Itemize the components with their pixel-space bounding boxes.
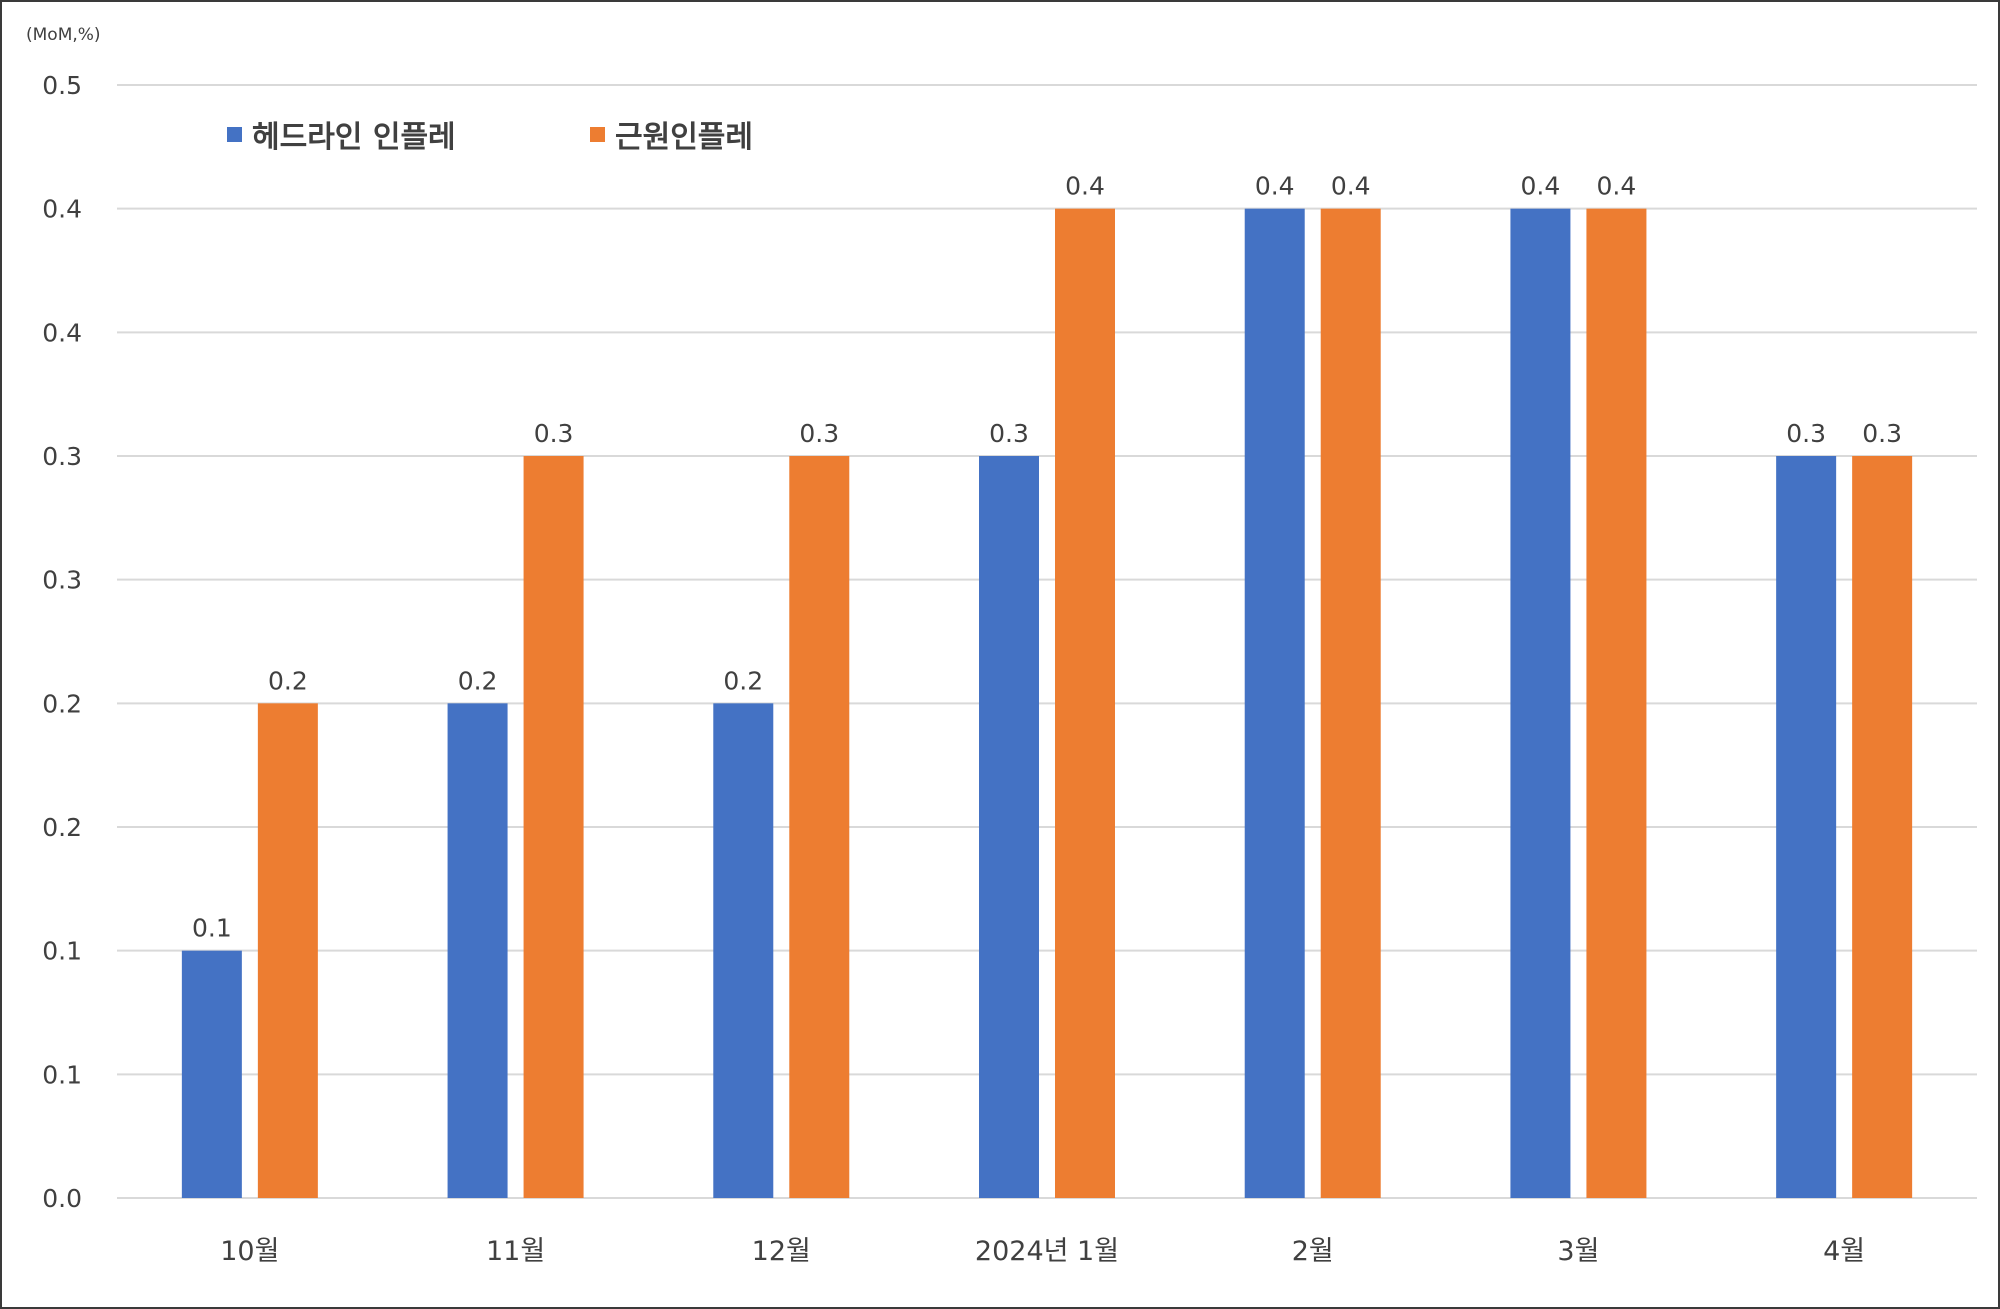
category-label: 10월 [220, 1236, 279, 1267]
bar-headline [1244, 208, 1305, 1198]
y-tick-label: 0.3 [42, 566, 82, 595]
legend-label-core: 근원인플레 [615, 120, 753, 155]
data-label: 0.4 [1255, 172, 1295, 201]
unit-label: (MoM,%) [26, 25, 101, 45]
bar-core [1586, 208, 1647, 1198]
data-label: 0.3 [534, 419, 574, 448]
y-tick-label: 0.4 [42, 195, 82, 224]
data-label: 0.3 [989, 419, 1029, 448]
legend-swatch-core [590, 127, 605, 142]
bar-headline [979, 456, 1039, 1198]
data-label: 0.1 [192, 914, 232, 943]
data-label: 0.2 [458, 666, 498, 695]
y-tick-label: 0.2 [42, 813, 82, 842]
data-label: 0.3 [1786, 419, 1826, 448]
bar-core [1320, 208, 1381, 1198]
y-tick-label: 0.5 [42, 71, 82, 100]
bar-headline [1510, 208, 1571, 1198]
bar-headline [713, 703, 774, 1198]
legend-item-core: 근원인플레 [590, 120, 753, 155]
legend-swatch-headline [227, 127, 242, 142]
data-labels: 0.1 0.2 0.2 0.3 0.2 0.3 0.3 0.4 0.4 0.4 0.4 0.4 0.3 0… [192, 172, 1902, 943]
data-label: 0.2 [268, 666, 308, 695]
data-label: 0.4 [1331, 172, 1371, 201]
category-label: 3월 [1557, 1236, 1599, 1267]
bar-core [789, 456, 850, 1198]
data-label: 0.3 [799, 419, 839, 448]
category-label: 2024년 1월 [975, 1236, 1119, 1267]
bars [181, 208, 1913, 1198]
bar-headline [181, 950, 242, 1198]
data-label: 0.4 [1521, 172, 1561, 201]
data-label: 0.4 [1065, 172, 1105, 201]
x-axis-categories: 10월 11월 12월 2024년 1월 2월 3월 4월 [220, 1236, 1865, 1267]
y-tick-label: 0.3 [42, 442, 82, 471]
bar-core [257, 703, 318, 1198]
bar-core [523, 456, 584, 1198]
y-tick-label: 0.1 [42, 1060, 82, 1089]
gridlines [117, 84, 1977, 1199]
y-tick-label: 0.1 [42, 937, 82, 966]
category-label: 2월 [1292, 1236, 1334, 1267]
legend-item-headline: 헤드라인 인플레 [227, 120, 456, 155]
category-label: 11월 [486, 1236, 545, 1267]
category-label: 4월 [1823, 1236, 1865, 1267]
data-label: 0.4 [1597, 172, 1637, 201]
category-label: 12월 [752, 1236, 811, 1267]
legend: 헤드라인 인플레 근원인플레 [227, 120, 753, 155]
data-label: 0.2 [723, 666, 763, 695]
y-tick-label: 0.2 [42, 689, 82, 718]
bar-core [1055, 208, 1115, 1198]
y-tick-label: 0.4 [42, 318, 82, 347]
bar-headline [447, 703, 508, 1198]
bar-headline [1776, 456, 1837, 1198]
bar-core [1852, 456, 1913, 1198]
y-axis-ticks: 0.0 0.1 0.1 0.2 0.2 0.3 0.3 0.4 0.4 0.5 [42, 71, 82, 1213]
data-label: 0.3 [1862, 419, 1902, 448]
legend-label-headline: 헤드라인 인플레 [252, 120, 456, 155]
y-tick-label: 0.0 [42, 1184, 82, 1213]
